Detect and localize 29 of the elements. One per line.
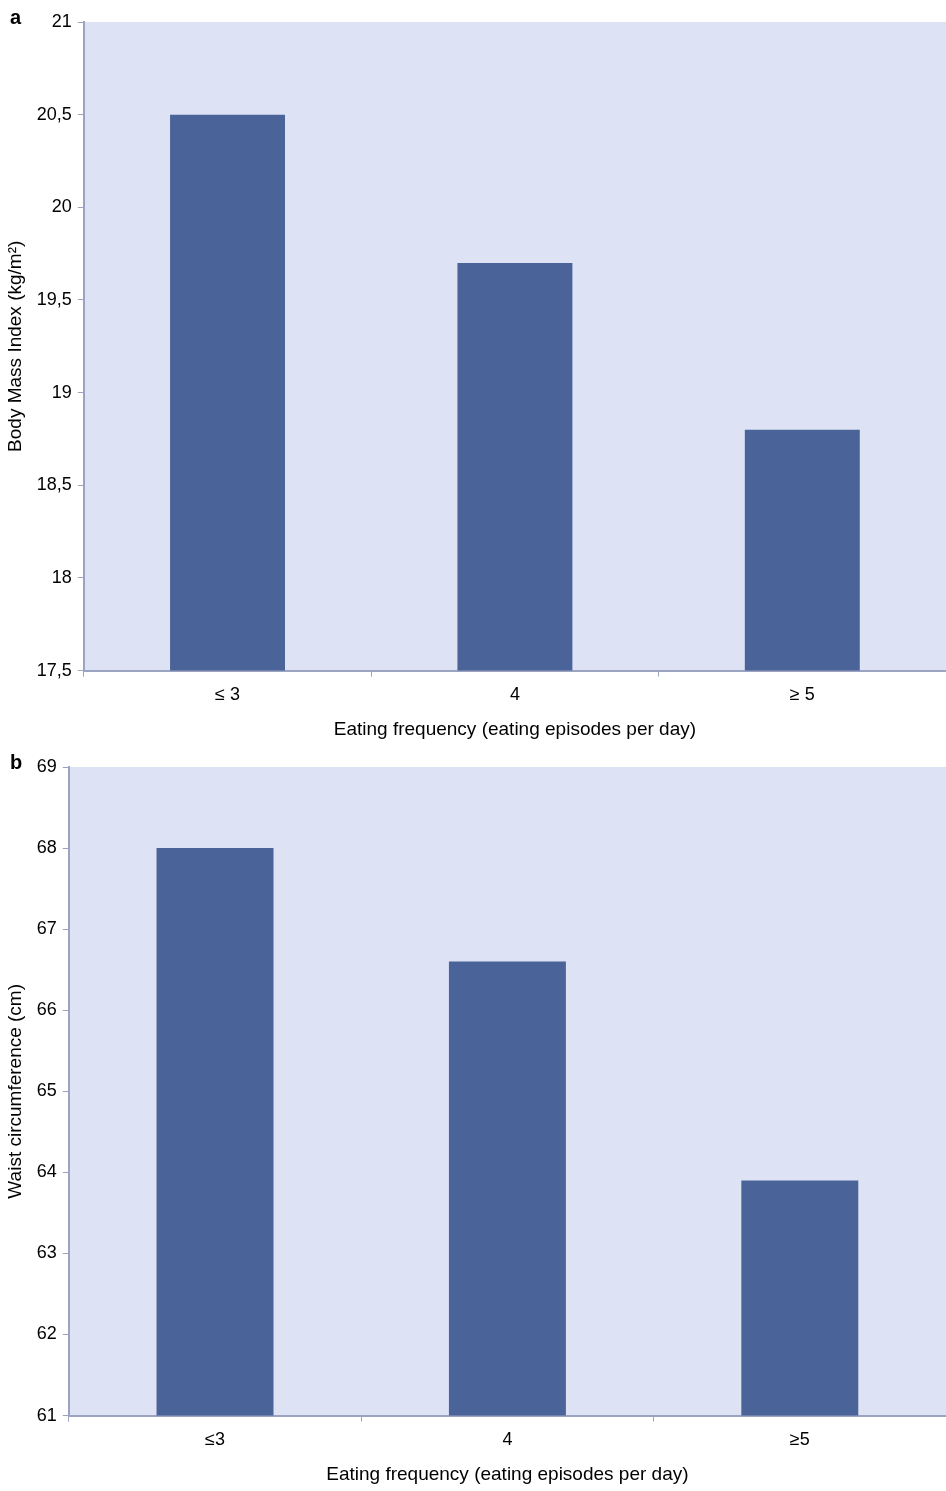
- y-tick-label: 68: [36, 837, 57, 858]
- y-tick-label: 62: [36, 1323, 57, 1344]
- x-tick-label: ≤ 3: [215, 684, 240, 705]
- y-axis-title: Body Mass Index (kg/m²): [3, 240, 25, 452]
- y-tick-label: 20,5: [36, 103, 72, 124]
- y-tick-label: 63: [36, 1242, 57, 1263]
- y-tick-label: 61: [36, 1404, 57, 1425]
- x-axis-title: Eating frequency (eating episodes per day): [326, 1462, 689, 1484]
- x-tick-label: 4: [502, 1429, 513, 1450]
- y-axis-title: Waist circumference (cm): [3, 983, 25, 1199]
- y-tick-label: 18: [51, 566, 72, 587]
- y-tick-label: 64: [36, 1161, 57, 1182]
- y-tick-label: 19,5: [36, 288, 72, 309]
- y-tick-label: 20: [51, 196, 72, 217]
- x-axis-title: Eating frequency (eating episodes per day): [333, 717, 697, 739]
- y-tick-label: 65: [36, 1080, 57, 1101]
- y-tick-label: 69: [36, 755, 57, 776]
- y-tick-label: 17,5: [36, 659, 72, 680]
- y-tick-label: 67: [36, 918, 57, 939]
- chart-title: a: [10, 5, 22, 28]
- x-tick-label: ≥ 5: [789, 684, 815, 705]
- chart-title: b: [10, 750, 23, 773]
- x-tick-label: ≥5: [789, 1429, 810, 1450]
- y-tick-label: 18,5: [36, 474, 72, 495]
- x-tick-label: 4: [509, 684, 520, 705]
- y-tick-label: 21: [51, 10, 72, 31]
- y-tick-label: 19: [51, 381, 72, 402]
- y-tick-label: 66: [36, 999, 57, 1020]
- x-tick-label: ≤3: [205, 1429, 225, 1450]
